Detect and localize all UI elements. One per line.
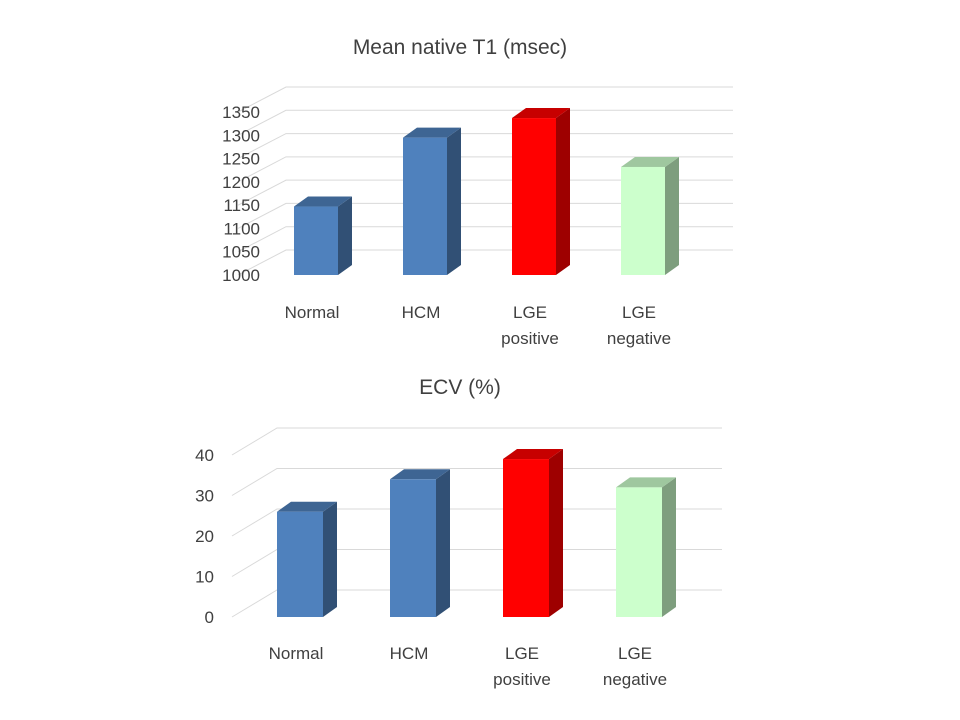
bar <box>390 469 450 617</box>
bar <box>621 156 679 275</box>
category-label: LGE <box>622 303 656 322</box>
y-tick-label: 1300 <box>222 126 260 145</box>
bar-front <box>403 137 447 275</box>
bar-top <box>294 196 352 207</box>
bar-top <box>390 469 450 480</box>
y-tick-label: 1150 <box>223 196 260 215</box>
bar-front <box>503 459 549 617</box>
bar-front <box>512 118 556 275</box>
bar <box>403 127 461 275</box>
bar-side <box>436 469 450 617</box>
y-tick-label: 1350 <box>222 103 260 122</box>
gridline <box>237 156 733 183</box>
bar-side <box>549 449 563 617</box>
chart-1: Mean native T1 (msec) 1000 1050 1100 1150 120… <box>222 36 733 348</box>
category-label: Normal <box>269 644 324 663</box>
gridline <box>237 226 733 253</box>
bar-front <box>294 206 338 275</box>
category-label: negative <box>603 670 667 689</box>
bar <box>294 196 352 275</box>
bar-side <box>662 477 676 617</box>
bar-front <box>621 166 665 275</box>
bar <box>277 501 337 617</box>
gridline <box>231 468 722 496</box>
category-label: Normal <box>285 303 340 322</box>
y-tick-label: 1050 <box>222 243 260 262</box>
bar-side <box>447 127 461 275</box>
bar-side <box>338 196 352 275</box>
bar-side <box>665 156 679 275</box>
bar-front <box>616 487 662 617</box>
gridline <box>231 427 722 456</box>
bar-side <box>556 108 570 275</box>
category-label: LGE <box>513 303 547 322</box>
bar-top <box>616 477 676 488</box>
category-label: positive <box>501 329 559 348</box>
chart-2: ECV (%) 0 10 20 30 40 Normal HCM LGE positive LGE n… <box>195 376 722 689</box>
y-tick-label: 30 <box>195 487 214 506</box>
bar-top <box>503 449 563 460</box>
bar <box>503 449 563 617</box>
gridline <box>237 179 733 206</box>
bar-front <box>390 479 436 617</box>
category-label: positive <box>493 670 551 689</box>
y-tick-label: 1100 <box>223 219 260 238</box>
gridline <box>237 133 733 160</box>
bar-top <box>277 501 337 512</box>
gridline <box>237 109 733 136</box>
bar <box>616 477 676 617</box>
category-label: HCM <box>402 303 441 322</box>
bar-front <box>277 511 323 617</box>
y-tick-label: 40 <box>195 446 214 465</box>
bar-side <box>323 501 337 617</box>
y-tick-label: 10 <box>195 568 214 587</box>
chart-title: Mean native T1 (msec) <box>353 36 567 59</box>
category-label: LGE <box>618 644 652 663</box>
y-tick-label: 0 <box>205 608 214 627</box>
bar-top <box>621 156 679 167</box>
chart-title: ECV (%) <box>419 376 501 399</box>
gridline <box>231 508 722 537</box>
bar <box>512 108 570 275</box>
category-label: negative <box>607 329 671 348</box>
category-label: LGE <box>505 644 539 663</box>
bar-top <box>512 108 570 119</box>
y-tick-label: 1250 <box>222 150 260 169</box>
bar-top <box>403 127 461 138</box>
y-tick-label: 1200 <box>222 173 260 192</box>
y-tick-label: 20 <box>195 527 214 546</box>
y-tick-label: 1000 <box>222 266 260 285</box>
category-label: HCM <box>390 644 429 663</box>
gridline <box>237 86 733 113</box>
gridline <box>237 202 733 229</box>
